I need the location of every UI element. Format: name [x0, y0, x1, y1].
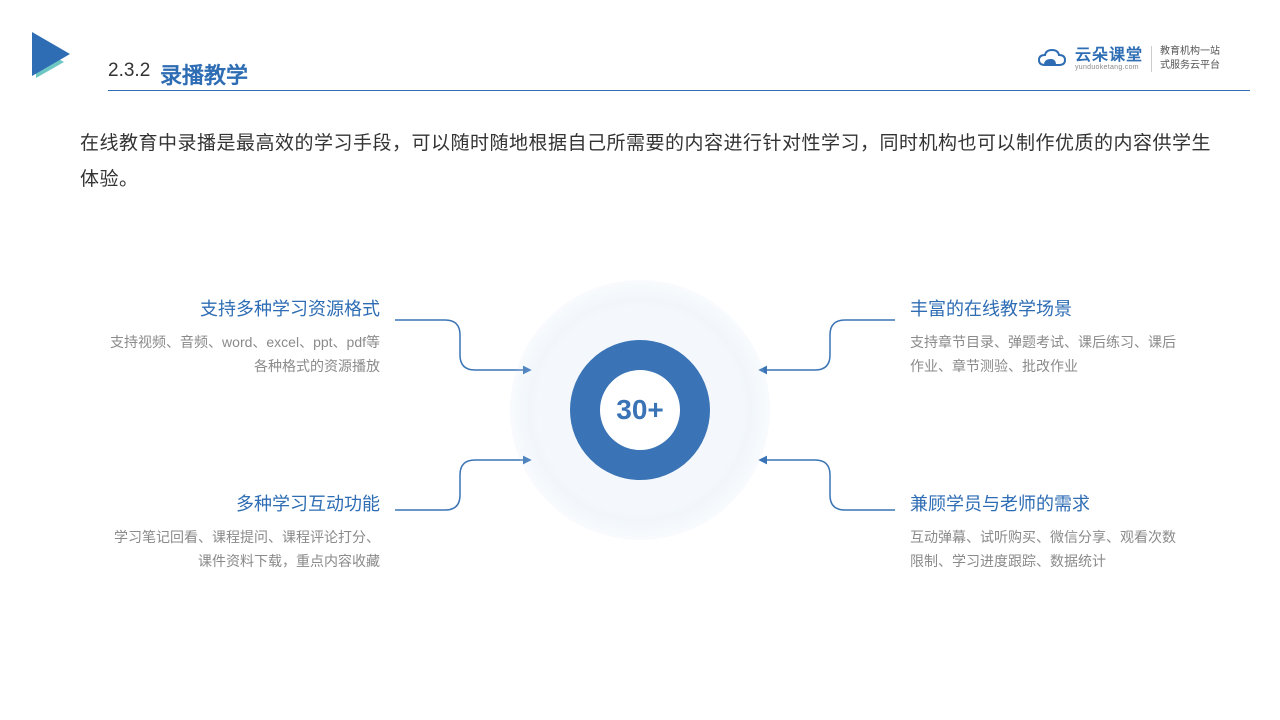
feature-bottom-right: 兼顾学员与老师的需求 互动弹幕、试听购买、微信分享、观看次数限制、学习进度跟踪、… [910, 490, 1180, 574]
feature-desc: 支持视频、音频、word、excel、ppt、pdf等各种格式的资源播放 [110, 331, 380, 379]
logo-name: 云朵课堂 [1075, 48, 1143, 64]
feature-title: 兼顾学员与老师的需求 [910, 490, 1180, 516]
feature-desc: 学习笔记回看、课程提问、课程评论打分、课件资料下载，重点内容收藏 [110, 526, 380, 574]
section-title: 录播教学 [160, 58, 248, 90]
play-icon [30, 30, 76, 82]
feature-desc: 互动弹幕、试听购买、微信分享、观看次数限制、学习进度跟踪、数据统计 [910, 526, 1180, 574]
slide-header: 2.3.2 录播教学 云朵课堂 yunduoketang.com 教育机构一站式… [30, 30, 1250, 90]
feature-title: 支持多种学习资源格式 [110, 295, 380, 321]
logo-tagline: 教育机构一站式服务云平台 [1160, 45, 1220, 73]
logo-url: yunduoketang.com [1075, 64, 1143, 71]
center-ring: 30+ [510, 280, 770, 540]
intro-paragraph: 在线教育中录播是最高效的学习手段，可以随时随地根据自己所需要的内容进行针对性学习… [80, 126, 1220, 198]
cloud-icon [1037, 49, 1067, 69]
feature-desc: 支持章节目录、弹题考试、课后练习、课后作业、章节测验、批改作业 [910, 331, 1180, 379]
feature-top-left: 支持多种学习资源格式 支持视频、音频、word、excel、ppt、pdf等各种… [110, 295, 380, 379]
brand-logo: 云朵课堂 yunduoketang.com 教育机构一站式服务云平台 [1037, 45, 1220, 73]
ring-label: 30+ [616, 394, 664, 426]
feature-top-right: 丰富的在线教学场景 支持章节目录、弹题考试、课后练习、课后作业、章节测验、批改作… [910, 295, 1180, 379]
feature-title: 丰富的在线教学场景 [910, 295, 1180, 321]
feature-bottom-left: 多种学习互动功能 学习笔记回看、课程提问、课程评论打分、课件资料下载，重点内容收… [110, 490, 380, 574]
section-number: 2.3.2 [108, 60, 150, 82]
logo-divider [1151, 46, 1152, 72]
title-underline [108, 90, 1250, 91]
feature-title: 多种学习互动功能 [110, 490, 380, 516]
